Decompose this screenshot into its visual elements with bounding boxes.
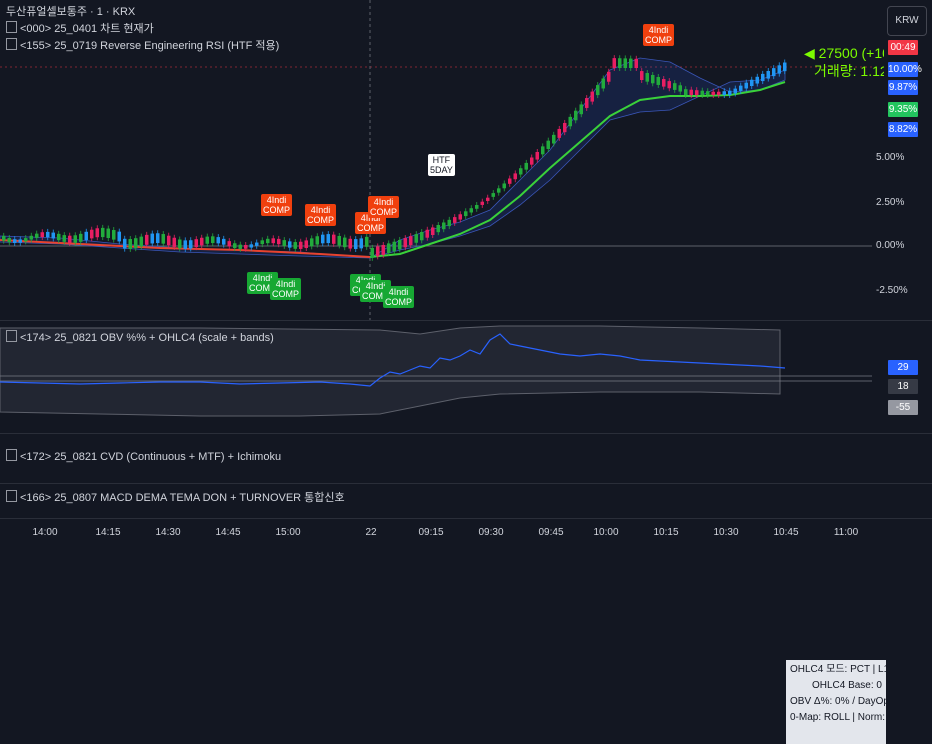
htf-marker-text: HTF 5DAY [430, 155, 453, 175]
signal-marker-text: 4Indi COMP [385, 287, 412, 307]
info-line: OHLC4 모드: PCT | L1=1. [790, 664, 886, 675]
band-fill [0, 57, 786, 259]
info-line: OBV Δ%: 0% / DayOpen C [790, 696, 886, 707]
ema-tag: 9.35% [888, 102, 918, 117]
pane-divider[interactable] [0, 433, 932, 434]
obv-legend[interactable]: <174> 25_0821 OBV %% + OHLC4 (scale + ba… [6, 330, 274, 347]
time-axis-label: 14:45 [215, 527, 241, 538]
obv-value-tag: 18 [888, 379, 918, 394]
signal-marker-text: 4Indi COMP [307, 205, 334, 225]
signal-marker-green[interactable]: 4Indi COMP [270, 278, 301, 300]
price-chart-canvas[interactable] [0, 0, 932, 320]
cvd-pane[interactable]: <172> 25_0821 CVD (Continuous + MTF) + I… [0, 433, 932, 483]
time-axis-divider [0, 518, 932, 519]
time-axis-label: 22 [365, 527, 377, 538]
time-axis-label: 10:15 [653, 527, 679, 538]
signal-marker-orange[interactable]: 4Indi COMP [643, 24, 674, 46]
time-axis-label: 14:15 [95, 527, 121, 538]
signal-marker-orange[interactable]: 4Indi COMP [305, 204, 336, 226]
pane-divider[interactable] [0, 320, 932, 321]
obv-band-fill [0, 325, 781, 417]
volume-readout: 거래량: 1.12M [814, 63, 884, 79]
price-scale-label: 0.00% [876, 240, 905, 251]
main-price-pane[interactable]: 두산퓨얼셀보통주 · 1 · KRX <000> 25_0401 차트 현재가 … [0, 0, 932, 320]
signal-marker-orange[interactable]: 4Indi COMP [368, 196, 399, 218]
obv-line [0, 333, 786, 387]
currency-button[interactable]: KRW [887, 6, 927, 36]
obv-pane[interactable]: <174> 25_0821 OBV %% + OHLC4 (scale + ba… [0, 320, 932, 744]
price-tag: 8.82% [888, 122, 918, 137]
current-price: 27500 (+10.8 [818, 45, 884, 61]
countdown-tag: 00:49 [888, 40, 918, 55]
price-tag: 9.87% [888, 80, 918, 95]
indicator-visibility-icon[interactable] [6, 449, 17, 461]
candlestick-series [2, 55, 787, 261]
indicator-legend-1[interactable]: <000> 25_0401 차트 현재가 [6, 21, 154, 38]
obv-canvas[interactable] [0, 320, 932, 432]
macd-pane[interactable]: <166> 25_0807 MACD DEMA TEMA DON + TURNO… [0, 484, 932, 518]
indicator-visibility-icon[interactable] [6, 21, 17, 33]
macd-legend[interactable]: <166> 25_0807 MACD DEMA TEMA DON + TURNO… [6, 490, 345, 507]
time-axis-label: 11:00 [833, 527, 859, 538]
price-tag: 10.00% [888, 62, 922, 77]
symbol-title[interactable]: 두산퓨얼셀보통주 · 1 · KRX [6, 6, 136, 18]
signal-marker-text: 4Indi COMP [249, 273, 276, 293]
obv-value-tag: -55 [888, 400, 918, 415]
indicator-legend-2[interactable]: <155> 25_0719 Reverse Engineering RSI (H… [6, 38, 279, 55]
indicator-visibility-icon[interactable] [6, 38, 17, 50]
time-axis-label: 10:30 [713, 527, 739, 538]
signal-marker-text: 4Indi COMP [263, 195, 290, 215]
signal-marker-text: 4Indi COMP [357, 213, 384, 233]
time-axis-label: 14:00 [32, 527, 58, 538]
signal-marker-orange[interactable]: 4Indi COMP [261, 194, 292, 216]
price-scale-label: 2.50% [876, 197, 905, 208]
htf-marker[interactable]: HTF 5DAY [428, 154, 455, 176]
signal-marker-green[interactable]: 4Indi COMP [383, 286, 414, 308]
price-readout: ◀ 27500 (+10.8 거래량: 1.12M [804, 44, 884, 80]
obv-info-table: OHLC4 모드: PCT | L1=1. OHLC4 Base: 0 OBV … [786, 660, 886, 744]
time-axis-label: 10:00 [593, 527, 619, 538]
time-axis-label: 09:45 [538, 527, 564, 538]
ema-green-line [369, 81, 786, 258]
time-axis-label: 09:15 [418, 527, 444, 538]
info-line: OHLC4 Base: 0 [811, 680, 882, 691]
time-axis-label: 14:30 [155, 527, 181, 538]
signal-marker-text: 4Indi COMP [362, 281, 389, 301]
signal-marker-text: 4Indi COMP [370, 197, 397, 217]
price-scale-label: -2.50% [876, 285, 908, 296]
time-axis-label: 10:45 [773, 527, 799, 538]
price-scale-label: 5.00% [876, 152, 905, 163]
indicator-visibility-icon[interactable] [6, 330, 17, 342]
pane-divider[interactable] [0, 483, 932, 484]
signal-marker-text: 4Indi COMP [645, 25, 672, 45]
cvd-legend[interactable]: <172> 25_0821 CVD (Continuous + MTF) + I… [6, 449, 281, 466]
time-axis-label: 15:00 [275, 527, 301, 538]
info-line: 0-Map: ROLL | Norm: Z L= [790, 712, 886, 723]
signal-marker-text: 4Indi COMP [272, 279, 299, 299]
indicator-visibility-icon[interactable] [6, 490, 17, 502]
obv-value-tag: 29 [888, 360, 918, 375]
price-arrow-icon: ◀ [804, 45, 815, 61]
time-axis-label: 09:30 [478, 527, 504, 538]
